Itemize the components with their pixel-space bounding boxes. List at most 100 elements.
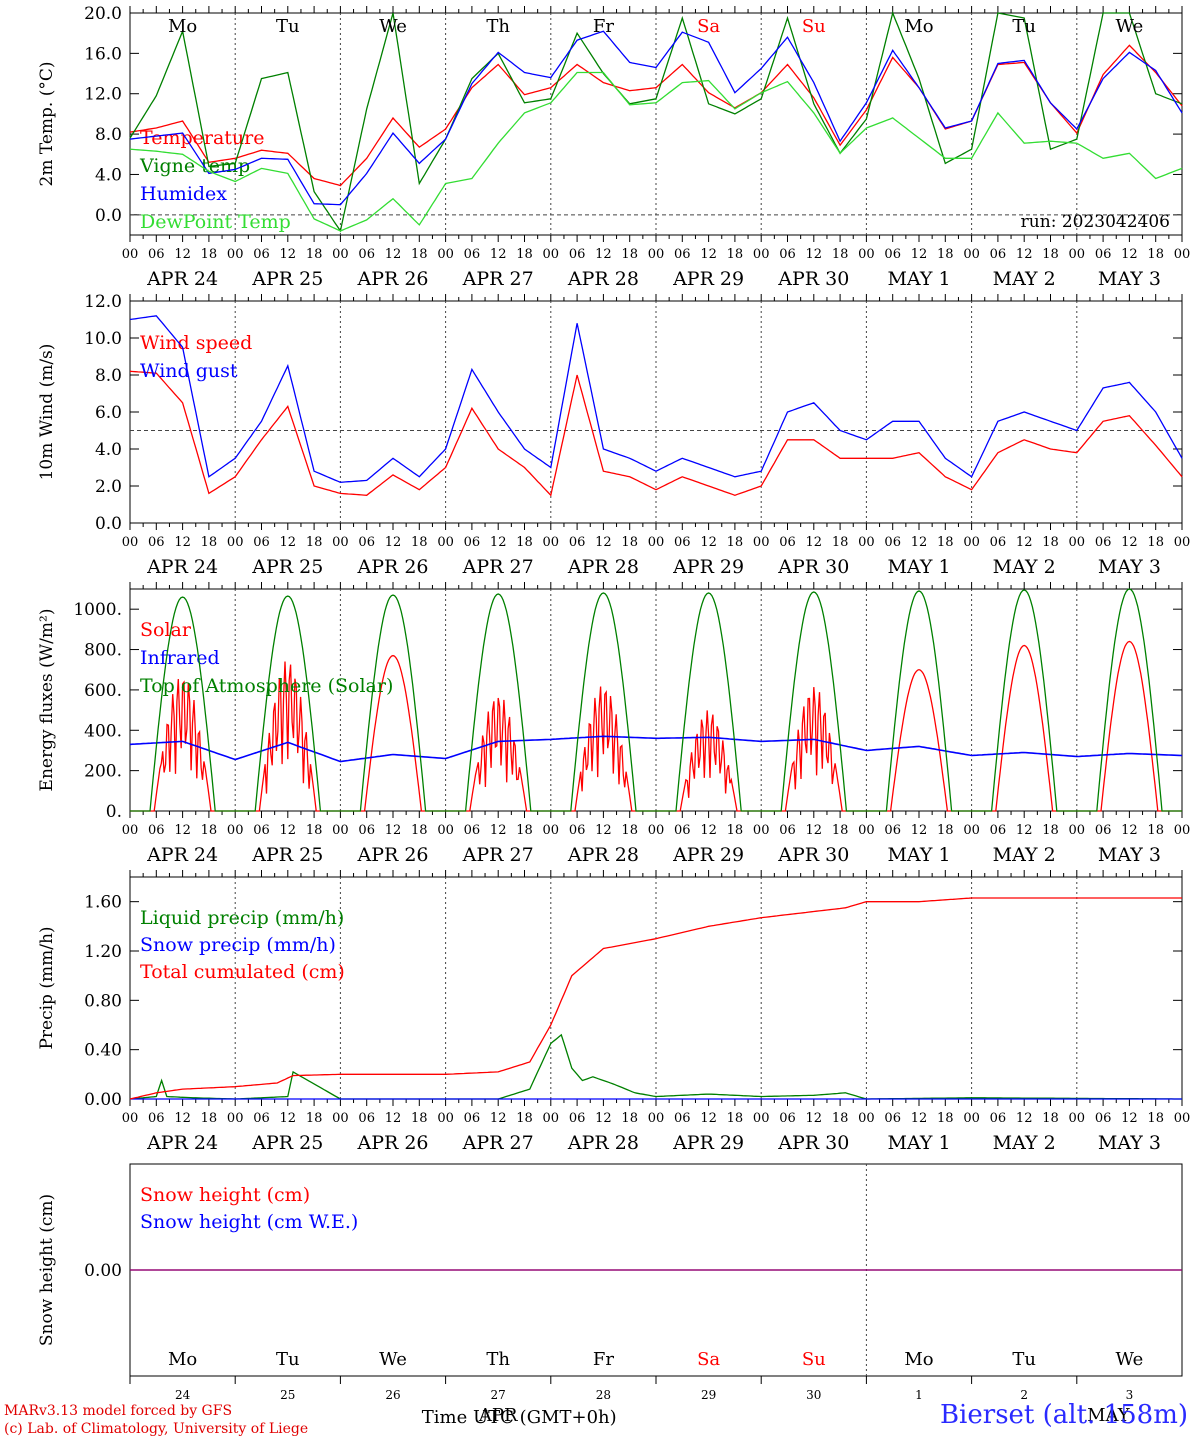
hour-tick-label: 18 <box>1042 247 1059 262</box>
y-tick-label: 0.40 <box>84 1041 122 1061</box>
hour-tick-label: 18 <box>1147 535 1164 550</box>
month-label-may: MAY <box>1087 1405 1131 1426</box>
series-line-temperature <box>129 44 1183 187</box>
y-tick-label: 6.0 <box>95 403 122 423</box>
legend-entry: Snow height (cm) <box>140 1184 310 1206</box>
hour-tick-label: 00 <box>753 823 770 838</box>
date-label: APR 29 <box>672 268 744 290</box>
y-tick-label: 0.00 <box>84 1090 122 1110</box>
panel-1: 00 06 12 18 00 06 12 18 00 06 12 18 00 06 12 18 00 06 12 18… <box>37 4 1190 290</box>
hour-tick-label: 06 <box>253 535 270 550</box>
hour-tick-label: 18 <box>306 1111 323 1126</box>
hour-tick-label: 18 <box>306 535 323 550</box>
weekday-label: Su <box>802 16 826 37</box>
hour-tick-label: 12 <box>1121 823 1138 838</box>
date-label: MAY 2 <box>993 268 1056 290</box>
date-label: APR 26 <box>356 844 428 866</box>
y-tick-label: 0.00 <box>84 1261 122 1281</box>
legend-entry: Humidex <box>140 183 227 205</box>
hour-tick-label: 12 <box>700 823 717 838</box>
weekday-label: Sa <box>697 1349 720 1370</box>
date-label: APR 24 <box>146 844 218 866</box>
date-label: MAY 1 <box>887 556 950 578</box>
day-number-label: 25 <box>280 1388 295 1402</box>
weekday-label: Mo <box>168 1349 197 1370</box>
model-credit: MARv3.13 model forced by GFS <box>4 1403 233 1419</box>
hour-tick-label: 18 <box>1147 1111 1164 1126</box>
day-number-label: 3 <box>1126 1388 1134 1402</box>
date-label: APR 28 <box>567 268 639 290</box>
hour-tick-label: 18 <box>516 823 533 838</box>
panel-3: 00 06 12 18 00 06 12 18 00 06 12 18 00 06 12 18 00 06 12 18… <box>37 582 1190 866</box>
date-label: APR 27 <box>462 1132 534 1154</box>
hour-tick-label: 00 <box>648 1111 665 1126</box>
hour-tick-label: 18 <box>201 823 218 838</box>
legend-entry: Liquid precip (mm/h) <box>140 907 344 929</box>
y-tick-label: 800. <box>84 641 122 661</box>
hour-tick-label: 06 <box>779 535 796 550</box>
hour-tick-label: 18 <box>832 535 849 550</box>
hour-tick-label: 06 <box>358 1111 375 1126</box>
series-line-humidex <box>129 30 1183 206</box>
date-label: APR 30 <box>777 268 849 290</box>
hour-tick-label: 06 <box>779 1111 796 1126</box>
run-annotation: run: 2023042406 <box>1021 212 1170 232</box>
series-line-top-of-atmosphere-solar- <box>130 588 1182 812</box>
hour-tick-label: 00 <box>858 247 875 262</box>
y-tick-label: 0.80 <box>84 991 122 1011</box>
date-label: APR 24 <box>146 1132 218 1154</box>
y-tick-label: 600. <box>84 681 122 701</box>
hour-tick-label: 12 <box>806 823 823 838</box>
hour-tick-label: 12 <box>490 247 507 262</box>
hour-tick-label: 00 <box>332 247 349 262</box>
y-tick-label: 20.0 <box>84 4 122 24</box>
series-line-vigne-temp <box>129 10 1183 233</box>
hour-tick-label: 18 <box>516 535 533 550</box>
date-label: APR 27 <box>462 556 534 578</box>
panel-5: 0.00 Snow height (cm) Snow height (cm) Snow… <box>37 1163 1183 1428</box>
date-label: APR 27 <box>462 268 534 290</box>
date-label: APR 28 <box>567 1132 639 1154</box>
hour-tick-label: 00 <box>543 247 560 262</box>
day-number-label: 30 <box>806 1388 821 1402</box>
series-line-liquid-precip-mm-h- <box>129 1033 1182 1100</box>
hour-tick-label: 12 <box>911 823 928 838</box>
y-tick-label: 1000. <box>73 600 122 620</box>
legend-entry: DewPoint Temp <box>140 211 291 233</box>
hour-tick-label: 18 <box>832 823 849 838</box>
legend-entry: Solar <box>140 619 192 641</box>
hour-tick-label: 12 <box>174 247 191 262</box>
station-name: Bierset (alt. 158m) <box>939 1400 1188 1430</box>
hour-tick-label: 06 <box>674 823 691 838</box>
hour-tick-label: 00 <box>227 247 244 262</box>
weekday-label: We <box>379 1349 407 1370</box>
hour-tick-label: 06 <box>148 1111 165 1126</box>
hour-tick-label: 06 <box>569 1111 586 1126</box>
hour-tick-label: 00 <box>437 535 454 550</box>
date-label: APR 29 <box>672 1132 744 1154</box>
y-tick-label: 16.0 <box>84 44 122 64</box>
month-label-apr: APR <box>478 1405 518 1426</box>
hour-tick-label: 12 <box>490 535 507 550</box>
day-number-label: 26 <box>385 1388 400 1402</box>
hour-tick-label: 00 <box>1174 535 1191 550</box>
hour-tick-label: 12 <box>595 535 612 550</box>
hour-tick-label: 18 <box>1042 823 1059 838</box>
hour-tick-label: 12 <box>700 535 717 550</box>
hour-tick-label: 00 <box>227 823 244 838</box>
series-line-dewpoint-temp <box>129 71 1183 232</box>
hour-tick-label: 12 <box>1016 823 1033 838</box>
hour-tick-label: 12 <box>700 1111 717 1126</box>
hour-tick-label: 12 <box>385 535 402 550</box>
hour-tick-label: 12 <box>490 1111 507 1126</box>
hour-tick-label: 12 <box>806 535 823 550</box>
hour-tick-label: 06 <box>358 823 375 838</box>
hour-tick-label: 00 <box>437 823 454 838</box>
date-label: APR 30 <box>777 1132 849 1154</box>
date-label: MAY 3 <box>1098 1132 1161 1154</box>
y-tick-label: 0. <box>106 802 122 822</box>
hour-tick-label: 12 <box>595 247 612 262</box>
hour-tick-label: 12 <box>174 535 191 550</box>
y-tick-label: 400. <box>84 721 122 741</box>
hour-tick-label: 06 <box>884 535 901 550</box>
